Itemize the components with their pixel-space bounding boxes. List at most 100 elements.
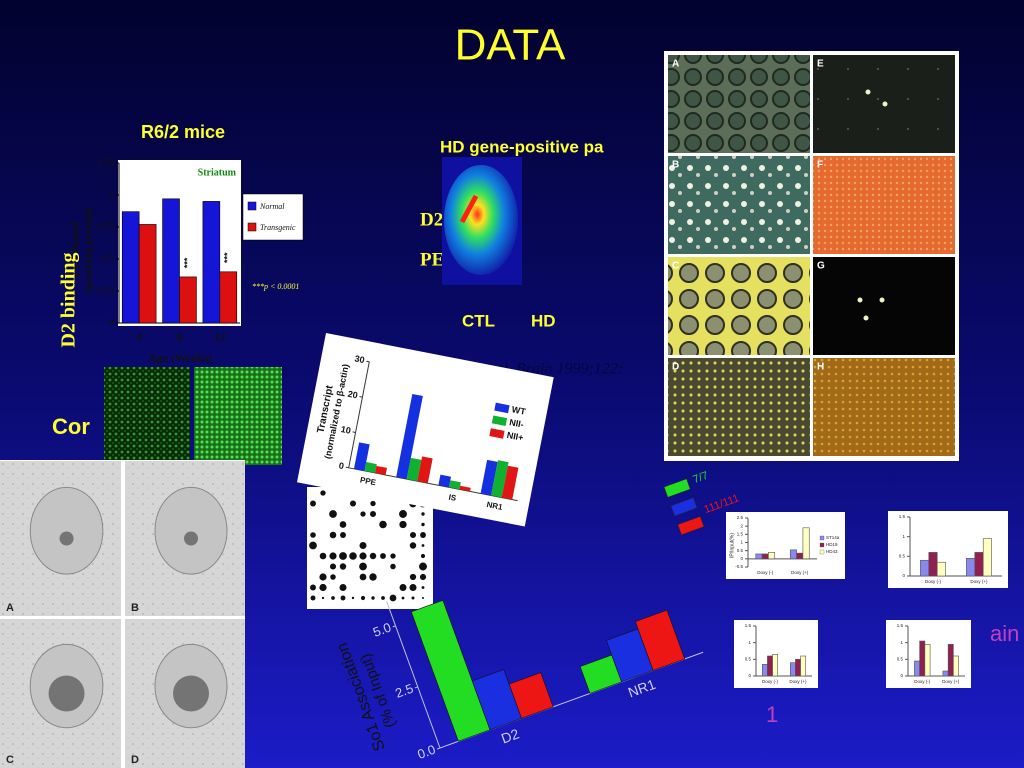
- panel-letter: E: [817, 59, 824, 70]
- bar: [914, 660, 920, 677]
- blot-dot: [310, 584, 316, 591]
- bar: [410, 599, 491, 742]
- blot-dot: [310, 500, 316, 507]
- cell-spot: [879, 297, 885, 303]
- blot-dot: [421, 522, 425, 527]
- y-tick-label: 0: [748, 673, 751, 678]
- y-tick-label: 0: [902, 573, 905, 578]
- legend-label: WT: [511, 404, 527, 417]
- inclusion: [173, 675, 209, 712]
- blot-dot: [379, 520, 387, 529]
- bar: [800, 655, 806, 677]
- blot-dot: [330, 574, 336, 580]
- y-tick-label: 30: [354, 353, 366, 365]
- blot-dot: [309, 541, 317, 550]
- blot-dot: [420, 553, 426, 559]
- x-tick-label: 8: [177, 330, 183, 344]
- y-tick-label: 0.75: [98, 221, 114, 231]
- y-tick-label: 0.25: [98, 285, 114, 295]
- y-tick-label: 2.5: [737, 515, 744, 520]
- y-tick-label: 2: [740, 523, 743, 528]
- panel-letter: D: [131, 754, 139, 766]
- y-tick-label: 1: [110, 189, 115, 199]
- histology-panel: [668, 257, 810, 355]
- blot-dot: [329, 510, 337, 518]
- pet-scan: [444, 165, 518, 275]
- panel-letter: A: [6, 602, 14, 614]
- y-tick-label: 10: [340, 424, 352, 436]
- y-tick-label: 2.5: [393, 681, 415, 701]
- blot-dot: [319, 552, 327, 560]
- bar: [802, 527, 810, 560]
- panel-letter: B: [672, 160, 679, 171]
- x-tick-label: Doxy (-): [914, 679, 930, 684]
- bar: [491, 460, 509, 498]
- inclusion: [184, 531, 198, 546]
- blot-dot: [399, 584, 407, 591]
- bar: [755, 553, 763, 560]
- blot-dot: [359, 541, 367, 550]
- blot-dot: [319, 573, 327, 581]
- y-tick: [437, 747, 441, 750]
- blot-dot: [419, 562, 427, 571]
- y-tick-label: 0.5: [899, 554, 906, 559]
- y-tick-label: 20: [347, 389, 359, 401]
- y-tick: [359, 396, 363, 398]
- bar: [936, 561, 946, 577]
- blot-dot: [371, 596, 375, 600]
- y-tick-label: 1: [900, 640, 903, 645]
- legend-swatch: [489, 428, 505, 439]
- y-tick: [345, 466, 349, 469]
- bar: [982, 538, 992, 577]
- title: DATA: [455, 21, 566, 70]
- bar: [789, 549, 797, 560]
- inclusion: [48, 675, 85, 712]
- bar: [406, 457, 422, 482]
- y-tick-label: 1.5: [737, 532, 744, 537]
- small-chart: 0 0.5 1 1.5 Doxy (-) Doxy (+): [888, 511, 1008, 588]
- y-tick-label: 0: [110, 317, 115, 327]
- y-tick-label: 0.5: [103, 253, 115, 263]
- bar: [761, 553, 769, 560]
- legend-label: Normal: [259, 202, 285, 211]
- x-tick-label: Doxy (-): [762, 679, 778, 684]
- bar: [162, 198, 180, 324]
- y-tick-label: 0: [900, 673, 903, 678]
- bar: [953, 655, 959, 677]
- blot-dot: [319, 583, 327, 592]
- histology-panels: A E B F C G D H: [668, 55, 955, 456]
- ctl-label: CTL: [462, 311, 495, 330]
- blot-dot: [421, 596, 425, 600]
- y-axis: [348, 361, 370, 468]
- inclusion: [59, 531, 74, 546]
- blot-dot: [359, 552, 367, 560]
- blot-dot: [339, 521, 347, 528]
- chart-background: [726, 512, 845, 579]
- x-tick-label: NR1: [486, 500, 504, 512]
- bar: [928, 552, 938, 577]
- blot-dot: [390, 553, 396, 559]
- annotation: ***p < 0.0001: [252, 282, 299, 291]
- blot-dot: [359, 573, 367, 581]
- x-tick-label: Doxy (+): [942, 679, 960, 684]
- blot-dot: [310, 595, 316, 601]
- small-chart: 0 0.5 1 1.5 Doxy (-) Doxy (+): [734, 620, 818, 688]
- bar: [789, 662, 796, 677]
- bar: [364, 462, 377, 473]
- bar: [947, 644, 954, 677]
- bar: [634, 609, 686, 671]
- blot-dot: [409, 531, 417, 539]
- histology-panel: [668, 55, 810, 153]
- panel-letter: H: [817, 362, 824, 373]
- blot-dot: [339, 563, 347, 570]
- y-tick-label: 1: [740, 540, 743, 545]
- legend-swatch: [247, 222, 257, 232]
- blot-dot: [421, 544, 425, 547]
- bar: [767, 655, 773, 677]
- blot-dot: [419, 573, 427, 581]
- cell-spot: [863, 315, 869, 321]
- bar: [919, 640, 926, 677]
- em-panels: A B C D: [0, 461, 245, 768]
